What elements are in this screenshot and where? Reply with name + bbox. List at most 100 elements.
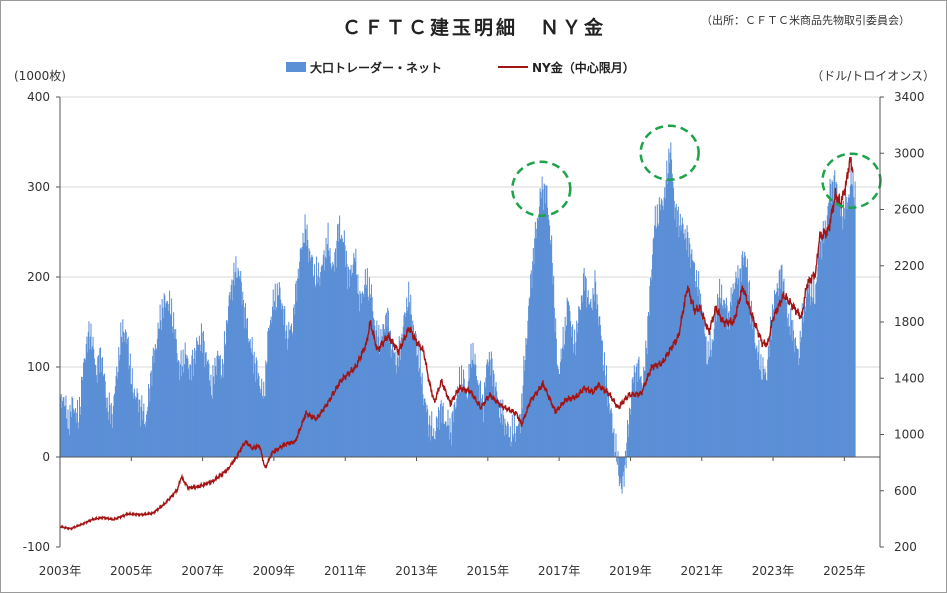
net-position-bar [340,239,342,457]
net-position-bar [461,365,463,457]
net-position-bar [311,254,313,457]
net-position-bar [767,345,769,457]
net-position-bar [246,318,248,457]
x-tick-label: 2005年 [110,564,153,578]
net-position-bar [749,308,751,457]
net-position-bar [150,372,152,457]
net-position-bar [387,310,389,457]
net-position-bar [154,344,156,457]
net-position-bar [285,330,287,457]
net-position-bar [315,284,317,457]
net-position-bar [61,408,63,457]
net-position-bar [488,351,490,457]
net-position-bar [395,373,398,457]
net-position-bar [169,313,171,457]
net-position-bar [478,400,480,457]
net-position-bar [65,395,67,457]
net-position-bar [735,271,737,457]
net-position-bar [416,355,419,457]
net-position-bar [750,300,752,457]
net-position-bar [406,297,408,457]
net-position-bar [828,200,830,457]
net-position-bar [259,386,261,457]
net-position-bar [611,413,613,457]
net-position-bar [238,276,240,457]
net-position-bar [483,403,485,457]
net-position-bar [727,329,729,457]
net-position-bar [557,366,559,457]
net-position-bar [511,414,513,457]
net-position-bar [422,394,424,457]
net-position-bar [840,216,842,457]
net-position-bar [311,256,314,457]
net-position-bar [197,344,199,457]
net-position-bar [815,282,817,457]
net-position-bar [223,363,225,457]
net-position-bar [743,257,745,457]
net-position-bar [740,281,742,457]
net-position-bar [791,340,793,457]
net-position-bar [271,322,273,457]
net-position-bar [519,433,521,457]
net-position-bar [299,248,301,457]
net-position-bar [539,188,541,457]
net-position-bar [755,349,757,457]
net-position-bar [219,356,221,457]
x-axis-ticks: 2003年 2005年 2007年 2009年 2011年 2013年 2015年 2017年… [39,457,866,578]
net-position-bar [243,328,245,457]
net-position-bar [784,297,786,457]
net-position-bar [739,268,741,457]
net-position-bar [444,421,446,457]
net-position-bar [374,342,377,457]
highlight-circle [511,160,572,218]
net-position-bar [232,280,234,457]
net-position-bar [319,285,321,457]
net-position-bar [708,359,710,457]
net-position-bar [95,375,97,457]
net-position-bar [599,325,601,457]
net-position-bar [816,277,818,457]
net-position-bar [589,301,591,457]
net-position-bar [616,457,618,465]
net-position-bar [525,337,527,457]
net-position-bar [769,332,771,457]
net-position-bar [254,363,256,457]
net-position-bar [224,345,226,457]
gold-price-line [59,156,854,531]
net-position-bar [687,232,689,457]
net-position-bar [102,357,104,457]
net-position-bar [330,269,332,457]
net-position-bar [466,397,468,457]
chart-title: ＣＦＴＣ建玉明細 ＮＹ金 [342,16,606,39]
net-position-bar [756,345,758,457]
net-position-bar [801,336,803,457]
net-position-bar [723,300,725,457]
net-position-bar [713,328,715,457]
net-position-bar [640,375,642,457]
net-position-bar [93,349,95,457]
net-position-bar [639,379,641,457]
net-position-bar [631,379,633,457]
net-position-bar [257,372,259,457]
net-position-bar [660,198,662,457]
right-tick-label: 600 [894,484,917,498]
net-position-bar [685,250,687,457]
net-position-bar [121,342,123,457]
net-position-bar [847,202,849,457]
net-position-bar [91,346,93,457]
net-position-bar [219,355,221,457]
net-position-bar [164,295,166,457]
net-position-bar [677,206,679,457]
net-position-bar [575,342,577,457]
net-position-bar [438,410,440,457]
net-position-bar [505,423,507,457]
net-position-bar [294,314,296,457]
net-position-bar [623,457,625,487]
net-position-bar [173,329,175,457]
net-position-bar [137,392,139,457]
net-position-bar [421,372,423,457]
net-position-bar [454,402,456,457]
net-position-bars [60,142,856,494]
net-position-bar [452,422,454,457]
